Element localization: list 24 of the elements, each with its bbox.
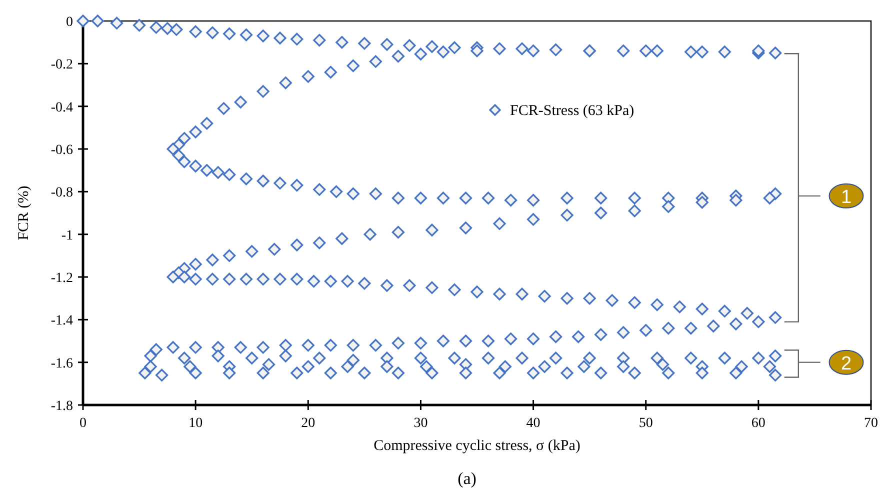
annotation: 2 — [840, 353, 852, 374]
legend-label: FCR-Stress (63 kPa) — [510, 103, 634, 119]
y-tick-label: -1.8 — [50, 399, 73, 414]
x-tick-label: 20 — [301, 416, 316, 431]
x-axis-title: Compressive cyclic stress, σ (kPa) — [374, 438, 580, 454]
y-tick-label: -1 — [61, 228, 73, 244]
y-axis-title: FCR (%) — [16, 186, 32, 240]
y-tick-label: -0.4 — [50, 100, 73, 116]
x-tick-label: 70 — [864, 416, 878, 431]
x-tick-label: 30 — [414, 416, 428, 431]
y-tick-label: -1.6 — [50, 356, 73, 372]
x-tick-label: 50 — [638, 416, 653, 431]
y-tick-label: -0.6 — [50, 143, 73, 158]
y-tick-label: -1.2 — [50, 271, 73, 286]
x-tick-label: 60 — [751, 416, 766, 431]
x-tick-label: 10 — [188, 416, 203, 431]
y-tick-label: -0.8 — [50, 186, 73, 201]
text: (a) — [458, 469, 476, 488]
y-tick-label: -1.4 — [50, 314, 73, 329]
y-tick-label: -0.2 — [50, 58, 73, 73]
x-tick-label: 0 — [80, 416, 86, 431]
annotation: 1 — [840, 186, 852, 208]
x-tick-label: 40 — [526, 416, 540, 431]
y-tick-label: 0 — [66, 15, 73, 30]
